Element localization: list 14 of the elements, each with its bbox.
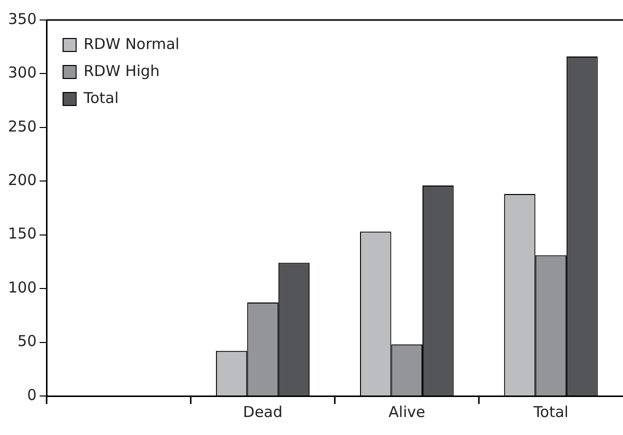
x-tick-label: Dead [243, 402, 283, 421]
y-tick-label: 0 [27, 386, 37, 404]
legend-label: RDW High [84, 62, 160, 80]
legend-label: RDW Normal [84, 34, 180, 53]
y-tick-label: 150 [8, 224, 37, 243]
legend-label: Total [82, 88, 119, 107]
y-tick-label: 50 [18, 332, 37, 350]
y-tick-label: 250 [8, 117, 37, 136]
y-tick-label: 350 [8, 10, 37, 28]
y-tick-label: 200 [8, 171, 37, 190]
x-tick-label: Alive [388, 402, 426, 421]
y-tick-label: 300 [8, 64, 37, 82]
x-tick-label: Total [532, 402, 568, 421]
y-tick-label: 100 [8, 278, 37, 296]
